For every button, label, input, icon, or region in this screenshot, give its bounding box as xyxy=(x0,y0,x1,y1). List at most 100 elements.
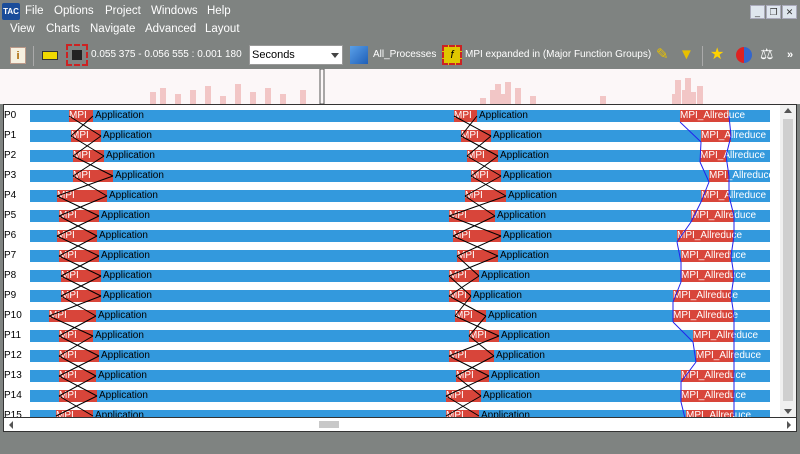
mpi-segment[interactable]: MPI xyxy=(61,290,101,302)
toolbar-overflow[interactable]: » xyxy=(787,49,794,61)
process-row[interactable]: MPI Application MPI Application MPI_Allreduc… xyxy=(30,270,770,282)
process-row[interactable]: MPI Application MPI Application MPI_Allreduc… xyxy=(30,230,770,242)
mpi-segment[interactable]: MPI xyxy=(73,150,104,162)
menu-windows[interactable]: Windows xyxy=(151,5,198,17)
process-row[interactable]: MPI Application MPI Application MPI_Allreduc… xyxy=(30,150,770,162)
mpi-segment[interactable]: MPI xyxy=(449,350,494,362)
star-icon[interactable]: ★ xyxy=(710,46,725,63)
ruler-icon[interactable] xyxy=(42,51,58,60)
mpi-segment[interactable]: MPI xyxy=(446,410,479,417)
process-label: P10 xyxy=(4,310,22,321)
mpi-segment[interactable]: MPI_Allreduce xyxy=(696,350,762,362)
balance-icon[interactable]: ⚖ xyxy=(760,46,774,63)
menu-view[interactable]: View xyxy=(10,23,35,35)
mpi-segment[interactable]: MPI_Allreduce xyxy=(681,370,747,382)
mpi-segment[interactable]: MPI_Allreduce xyxy=(673,310,739,322)
mpi-segment[interactable]: MPI xyxy=(49,310,96,322)
process-row[interactable]: MPI Application MPI Application MPI_Allreduc… xyxy=(30,310,770,322)
mpi-segment[interactable]: MPI xyxy=(59,370,96,382)
menu-layout[interactable]: Layout xyxy=(205,23,240,35)
process-row[interactable]: MPI Application MPI Application MPI_Allreduc… xyxy=(30,350,770,362)
color-icon[interactable] xyxy=(736,47,752,63)
message-line xyxy=(58,315,97,337)
mpi-segment[interactable]: MPI xyxy=(61,270,101,282)
close-button[interactable]: ✕ xyxy=(782,5,797,19)
mpi-segment[interactable]: MPI_Allreduce xyxy=(673,290,739,302)
mpi-segment[interactable]: MPI_Allreduce xyxy=(677,230,743,242)
mpi-segment[interactable]: MPI xyxy=(59,330,93,342)
process-row[interactable]: MPI Application MPI Application MPI_Allreduc… xyxy=(30,110,770,122)
tag-icon[interactable]: ✎ xyxy=(656,46,669,63)
process-row[interactable]: MPI Application MPI Application MPI_Allreduc… xyxy=(30,290,770,302)
message-line xyxy=(700,181,710,203)
process-row[interactable]: MPI Application MPI Application MPI_Allreduc… xyxy=(30,170,770,182)
menu-advanced[interactable]: Advanced xyxy=(145,23,197,35)
mpi-segment[interactable]: MPI xyxy=(56,410,93,417)
scroll-left-icon[interactable] xyxy=(9,421,13,429)
export-icon[interactable] xyxy=(66,44,88,66)
restore-button[interactable]: ❐ xyxy=(766,5,781,19)
menu-file[interactable]: File xyxy=(25,5,44,17)
unit-select[interactable]: Seconds xyxy=(249,45,343,65)
mpi-segment[interactable]: MPI_Allreduce xyxy=(680,110,746,122)
scroll-up-icon[interactable] xyxy=(784,108,792,113)
message-line xyxy=(452,215,496,237)
mpi-segment[interactable]: MPI xyxy=(449,210,495,222)
menu-options[interactable]: Options xyxy=(54,5,94,17)
mpi-segment[interactable]: MPI xyxy=(71,130,101,142)
mpi-segment[interactable]: MPI xyxy=(59,390,97,402)
mpi-segment[interactable]: MPI xyxy=(461,130,491,142)
menu-project[interactable]: Project xyxy=(105,5,141,17)
process-label: P1 xyxy=(4,130,17,141)
function-group-icon[interactable]: f xyxy=(442,45,462,65)
vertical-scroll-thumb[interactable] xyxy=(783,119,793,401)
mpi-segment[interactable]: MPI_Allreduce xyxy=(686,410,751,417)
timeline-overview[interactable] xyxy=(0,69,800,104)
mpi-segment[interactable]: MPI_Allreduce xyxy=(693,330,759,342)
vertical-scrollbar[interactable] xyxy=(780,105,796,417)
mpi-segment[interactable]: MPI xyxy=(467,150,498,162)
filter-icon[interactable]: ▼ xyxy=(679,46,694,63)
mpi-segment[interactable]: MPI xyxy=(73,170,113,182)
mpi-segment[interactable]: MPI_Allreduce xyxy=(681,270,747,282)
menu-charts[interactable]: Charts xyxy=(46,23,80,35)
mpi-segment[interactable]: MPI_Allreduce xyxy=(681,250,747,262)
process-row[interactable]: MPI Application MPI Application MPI_Allreduc… xyxy=(30,250,770,262)
mpi-segment[interactable]: MPI xyxy=(457,250,498,262)
process-row[interactable]: MPI Application MPI Application MPI_Allreduc… xyxy=(30,190,770,202)
process-row[interactable]: MPI Application MPI Application MPI_Allreduc… xyxy=(30,390,770,402)
minimize-button[interactable]: _ xyxy=(750,5,765,19)
mpi-segment[interactable]: MPI_Allreduce xyxy=(691,210,757,222)
mpi-segment[interactable]: MPI xyxy=(471,170,501,182)
process-row[interactable]: MPI Application MPI Application MPI_Allreduc… xyxy=(30,330,770,342)
mpi-segment[interactable]: MPI xyxy=(57,190,107,202)
process-group-icon[interactable] xyxy=(350,46,368,64)
message-line xyxy=(68,115,102,137)
mpi-segment[interactable]: MPI_Allreduce xyxy=(681,390,747,402)
mpi-segment[interactable]: MPI xyxy=(69,110,93,122)
info-icon[interactable]: i xyxy=(10,47,26,64)
process-row[interactable]: MPI Application MPI Application MPI_Allreduc… xyxy=(30,130,770,142)
mpi-segment[interactable]: MPI xyxy=(446,390,481,402)
process-row[interactable]: MPI Application MPI Application MPI_Allreduc… xyxy=(30,210,770,222)
mpi-segment[interactable]: MPI xyxy=(59,250,99,262)
mpi-segment[interactable]: MPI xyxy=(59,210,99,222)
menu-navigate[interactable]: Navigate xyxy=(90,23,136,35)
menu-bar-secondary: View Charts Navigate Advanced Layout xyxy=(0,23,300,39)
horizontal-scroll-thumb[interactable] xyxy=(319,421,339,428)
horizontal-scrollbar[interactable] xyxy=(3,418,797,432)
mpi-segment[interactable]: MPI xyxy=(453,230,501,242)
scroll-right-icon[interactable] xyxy=(787,421,791,429)
mpi-segment[interactable]: MPI xyxy=(57,230,97,242)
menu-help[interactable]: Help xyxy=(207,5,231,17)
function-group-button[interactable]: MPI expanded in (Major Function Groups) xyxy=(465,49,652,60)
process-row[interactable]: MPI Application MPI Application MPI_Allreduc… xyxy=(30,370,770,382)
mpi-segment[interactable]: MPI xyxy=(456,370,489,382)
mpi-segment[interactable]: MPI xyxy=(59,350,99,362)
process-group-button[interactable]: All_Processes xyxy=(373,49,437,60)
selection-marker[interactable] xyxy=(319,69,325,104)
scroll-down-icon[interactable] xyxy=(784,409,792,414)
event-timeline-chart[interactable]: P0 MPI Application MPI Application MPI_Allred… xyxy=(3,104,797,418)
mpi-segment[interactable]: MPI xyxy=(465,190,506,202)
process-row[interactable]: MPI Application MPI Application MPI_Allreduc… xyxy=(30,410,770,417)
